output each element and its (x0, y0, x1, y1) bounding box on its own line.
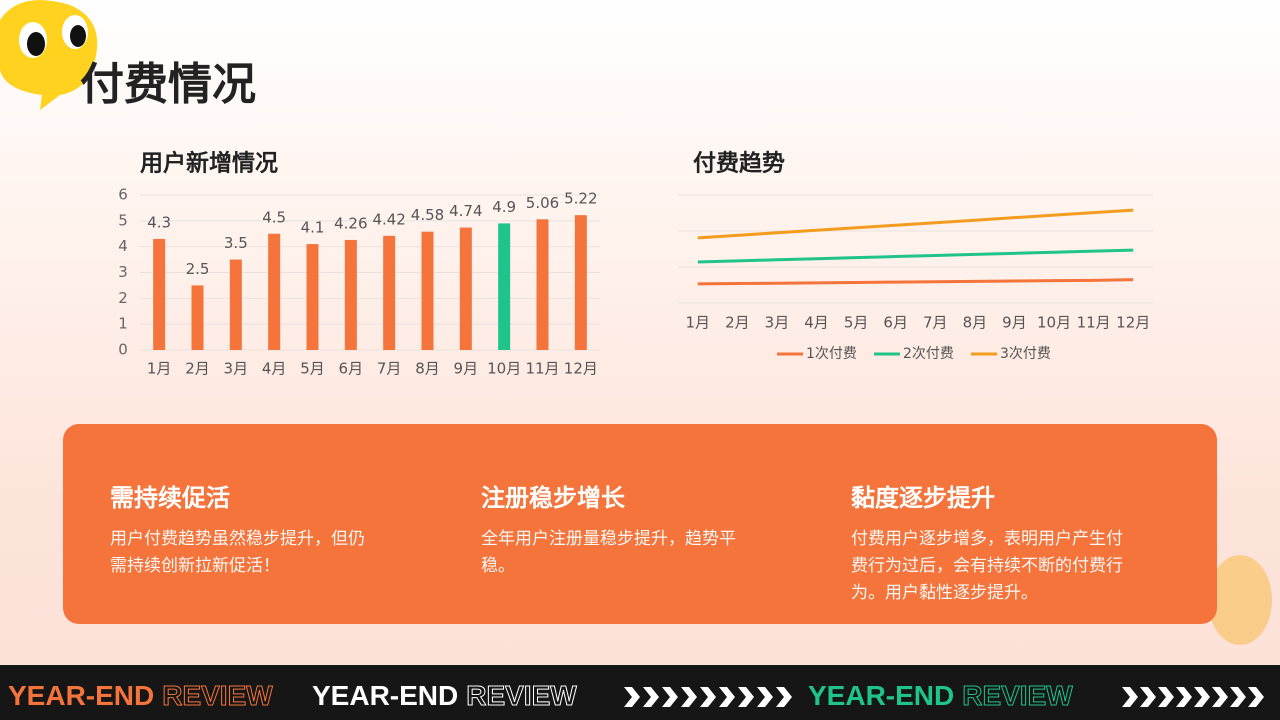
series-line (697, 278, 1134, 286)
y-tick-label: 0 (118, 341, 128, 359)
x-tick-label: 12月 (1116, 314, 1150, 332)
data-label: 4.58 (411, 206, 444, 224)
bar (268, 233, 281, 350)
x-tick-label: 2月 (725, 314, 750, 332)
bar (344, 239, 357, 350)
data-label: 3.5 (224, 234, 248, 252)
footer-bold: YEAR-END (808, 680, 954, 711)
bar (229, 259, 242, 350)
footer-bold: YEAR-END (8, 680, 154, 711)
footer-outline: REVIEW (162, 680, 273, 711)
x-tick-label: 11月 (525, 360, 559, 378)
data-label: 4.26 (334, 214, 367, 232)
footer-text: YEAR-END REVIEW (808, 680, 1073, 711)
data-label: 4.1 (301, 219, 325, 237)
x-tick-label: 2月 (185, 360, 210, 378)
x-tick-label: 8月 (963, 314, 988, 332)
series-line (697, 248, 1134, 264)
series-line (697, 208, 1134, 240)
data-label: 5.22 (564, 190, 597, 208)
data-label: 5.06 (526, 194, 559, 212)
card-text: 用户付费趋势虽然稳步提升，但仍需持续创新拉新促活！ (110, 529, 365, 576)
x-tick-label: 6月 (883, 314, 908, 332)
x-tick-label: 1月 (147, 360, 172, 378)
x-tick-label: 7月 (923, 314, 948, 332)
chart-title: 用户新增情况 (140, 150, 278, 177)
footer-arrows (624, 687, 1264, 707)
bar (459, 227, 472, 350)
y-tick-label: 1 (118, 315, 128, 333)
x-tick-label: 5月 (844, 314, 869, 332)
card-title: 注册稳步增长 (481, 484, 625, 512)
x-tick-label: 9月 (1002, 314, 1027, 332)
x-tick-label: 4月 (262, 360, 287, 378)
card-text: 全年用户注册量稳步提升，趋势平稳。 (481, 529, 736, 576)
legend-label: 3次付费 (1000, 346, 1051, 362)
bar (498, 223, 511, 350)
data-label: 4.3 (147, 213, 171, 231)
x-tick-label: 9月 (454, 360, 479, 378)
data-label: 4.74 (449, 202, 482, 220)
footer-bar (0, 665, 1280, 720)
coin (1208, 555, 1272, 645)
x-tick-label: 7月 (377, 360, 402, 378)
y-tick-label: 6 (118, 186, 128, 204)
data-label: 4.9 (492, 198, 516, 216)
x-tick-label: 4月 (804, 314, 829, 332)
legend-label: 1次付费 (806, 346, 857, 362)
bar (574, 215, 587, 350)
card-title: 黏度逐步提升 (851, 484, 995, 512)
footer-bold: YEAR-END (312, 680, 458, 711)
bar (421, 231, 434, 350)
x-tick-label: 5月 (300, 360, 325, 378)
mascot-pupil (70, 25, 86, 47)
x-tick-label: 8月 (415, 360, 440, 378)
bar (306, 244, 319, 350)
page-title: 付费情况 (80, 59, 256, 110)
x-tick-label: 10月 (487, 360, 521, 378)
y-tick-label: 2 (118, 289, 128, 307)
bar (191, 285, 204, 350)
x-tick-label: 12月 (564, 360, 598, 378)
footer-outline: REVIEW (962, 680, 1073, 711)
card-text: 付费用户逐步增多，表明用户产生付费行为过后，会有持续不断的付费行为。用户黏性逐步… (851, 529, 1123, 603)
footer-text: YEAR-END REVIEW (8, 680, 273, 711)
x-tick-label: 11月 (1077, 314, 1111, 332)
mascot-pupil (27, 32, 45, 56)
data-label: 2.5 (186, 260, 210, 278)
footer-text: YEAR-END REVIEW (312, 680, 577, 711)
x-tick-label: 3月 (765, 314, 790, 332)
card-title: 需持续促活 (110, 484, 230, 512)
x-tick-label: 1月 (686, 314, 711, 332)
chart-title: 付费趋势 (693, 151, 785, 177)
x-tick-label: 6月 (339, 360, 364, 378)
x-tick-label: 3月 (224, 360, 249, 378)
legend-label: 2次付费 (903, 346, 954, 362)
x-tick-label: 10月 (1037, 314, 1071, 332)
y-tick-label: 5 (118, 211, 128, 229)
y-tick-label: 3 (118, 263, 128, 281)
summary-panel (63, 424, 1217, 624)
y-tick-label: 4 (118, 237, 128, 255)
data-label: 4.5 (262, 208, 286, 226)
bar (383, 235, 396, 350)
footer-outline: REVIEW (466, 680, 577, 711)
bar (536, 219, 549, 350)
bar (153, 238, 166, 350)
data-label: 4.42 (372, 210, 405, 228)
